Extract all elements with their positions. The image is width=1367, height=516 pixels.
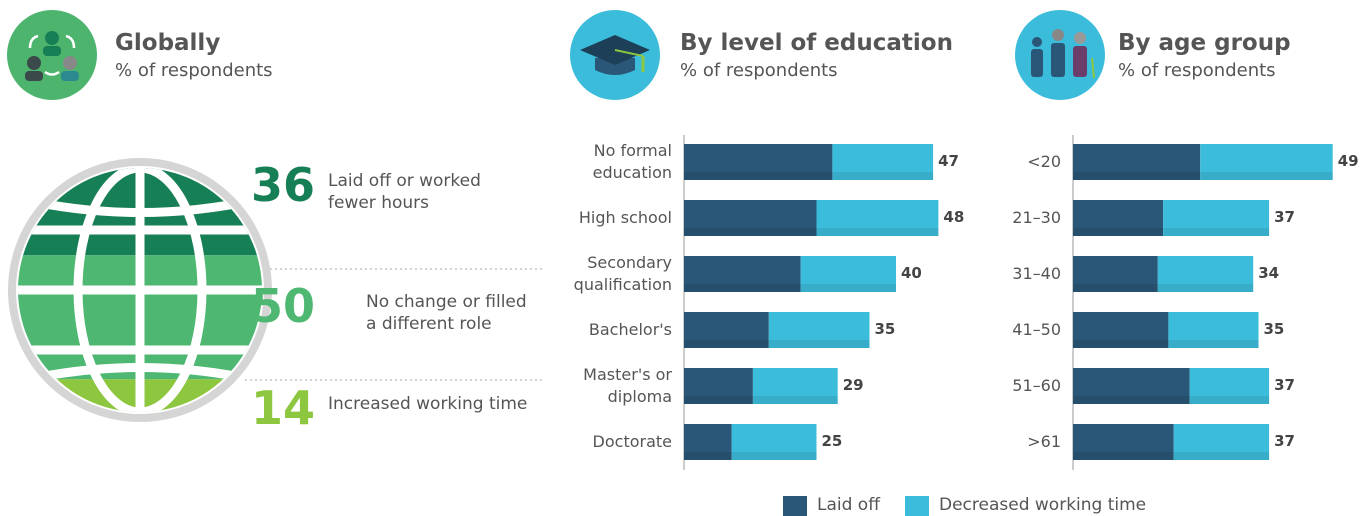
total-label: 29 (842, 376, 864, 394)
bar-segment (800, 256, 896, 292)
legend-swatch (783, 496, 807, 516)
panel-subtitle: % of respondents (680, 60, 838, 81)
legend-swatch (905, 496, 929, 516)
bar-segment (768, 312, 870, 348)
bar-segment (1073, 424, 1174, 460)
category-label: Secondary qualification (573, 253, 672, 294)
category-label: <20 (1027, 152, 1061, 171)
bar-shade (1073, 452, 1174, 460)
category-label: Master's or diploma (583, 365, 672, 406)
bar-shade (752, 396, 838, 404)
stat-value: 36 (250, 158, 315, 212)
bar-segment (1173, 424, 1270, 460)
bar-shade (684, 228, 817, 236)
bar-segment (1200, 144, 1333, 180)
bar-segment (684, 424, 732, 460)
total-label: 49 (1337, 152, 1359, 170)
bar-shade (684, 452, 732, 460)
panel-title: By level of education (680, 30, 953, 56)
globe-grid (18, 168, 262, 412)
bar-shade (768, 340, 870, 348)
bar-segment (684, 312, 769, 348)
category-label: 41–50 (1012, 320, 1061, 339)
bar-segment (1163, 200, 1270, 236)
bar-segment (1073, 312, 1169, 348)
category-label: >61 (1027, 432, 1061, 451)
bar-segment (1073, 256, 1158, 292)
education-icon (570, 10, 660, 100)
legend-label: Decreased working time (939, 495, 1147, 515)
total-label: 47 (938, 152, 959, 170)
bar-segment (1157, 256, 1254, 292)
total-label: 37 (1274, 432, 1295, 450)
total-label: 34 (1258, 264, 1280, 282)
bar-shade (816, 228, 939, 236)
bar-shade (1073, 396, 1190, 404)
bar-shade (684, 396, 753, 404)
stat-value: 50 (250, 279, 315, 333)
panel-subtitle: % of respondents (115, 60, 273, 81)
bar-shade (1073, 340, 1169, 348)
bar-shade (1200, 172, 1333, 180)
bar-shade (731, 452, 817, 460)
total-label: 37 (1274, 208, 1295, 226)
bar-shade (1073, 284, 1158, 292)
legend-label: Laid off (817, 495, 880, 515)
bar-segment (684, 144, 833, 180)
bar-segment (1168, 312, 1259, 348)
bar-shade (684, 340, 769, 348)
bar-segment (752, 368, 838, 404)
category-label: Bachelor's (588, 320, 672, 339)
panel-subtitle: % of respondents (1118, 60, 1276, 81)
panel-title: By age group (1118, 30, 1291, 56)
bar-shade (832, 172, 934, 180)
bar-segment (832, 144, 934, 180)
bar-shade (800, 284, 896, 292)
stat-value: 14 (250, 381, 315, 435)
total-label: 48 (943, 208, 965, 226)
bar-shade (1163, 228, 1270, 236)
total-label: 35 (874, 320, 896, 338)
stat-label: Increased working time (328, 394, 528, 414)
bar-shade (1168, 340, 1259, 348)
bar-shade (1073, 228, 1164, 236)
category-label: 31–40 (1012, 264, 1061, 283)
bar-segment (1189, 368, 1270, 404)
category-label: No formal education (592, 141, 672, 182)
globally-icon (7, 10, 97, 100)
bar-segment (684, 200, 817, 236)
total-label: 35 (1263, 320, 1285, 338)
bar-segment (1073, 368, 1190, 404)
age-icon (1015, 10, 1105, 100)
stat-label: Laid off or worked fewer hours (328, 171, 481, 213)
bar-segment (684, 256, 801, 292)
total-label: 40 (901, 264, 922, 282)
bar-shade (684, 172, 833, 180)
bar-segment (1073, 200, 1164, 236)
stat-label: No change or filled a different role (366, 292, 527, 334)
bar-shade (684, 284, 801, 292)
globe-rim (8, 158, 272, 422)
bar-segment (684, 368, 753, 404)
bar-segment (816, 200, 939, 236)
total-label: 37 (1274, 376, 1295, 394)
category-label: 51–60 (1012, 376, 1061, 395)
category-label: 21–30 (1012, 208, 1061, 227)
category-label: High school (578, 208, 672, 227)
panel-title: Globally (115, 30, 221, 56)
bar-segment (1073, 144, 1201, 180)
bar-shade (1073, 172, 1201, 180)
bar-shade (1157, 284, 1254, 292)
bar-segment (731, 424, 817, 460)
category-label: Doctorate (592, 432, 672, 451)
bar-shade (1189, 396, 1270, 404)
bar-shade (1173, 452, 1270, 460)
total-label: 25 (821, 432, 843, 450)
